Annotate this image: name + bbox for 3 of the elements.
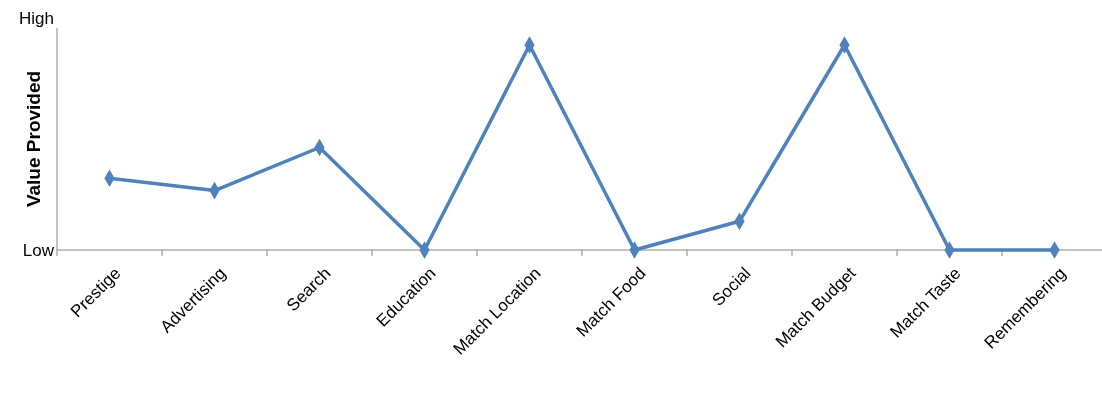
y-axis-title: Value Provided — [23, 70, 44, 208]
text: Low — [22, 240, 55, 260]
text: High — [19, 8, 54, 28]
